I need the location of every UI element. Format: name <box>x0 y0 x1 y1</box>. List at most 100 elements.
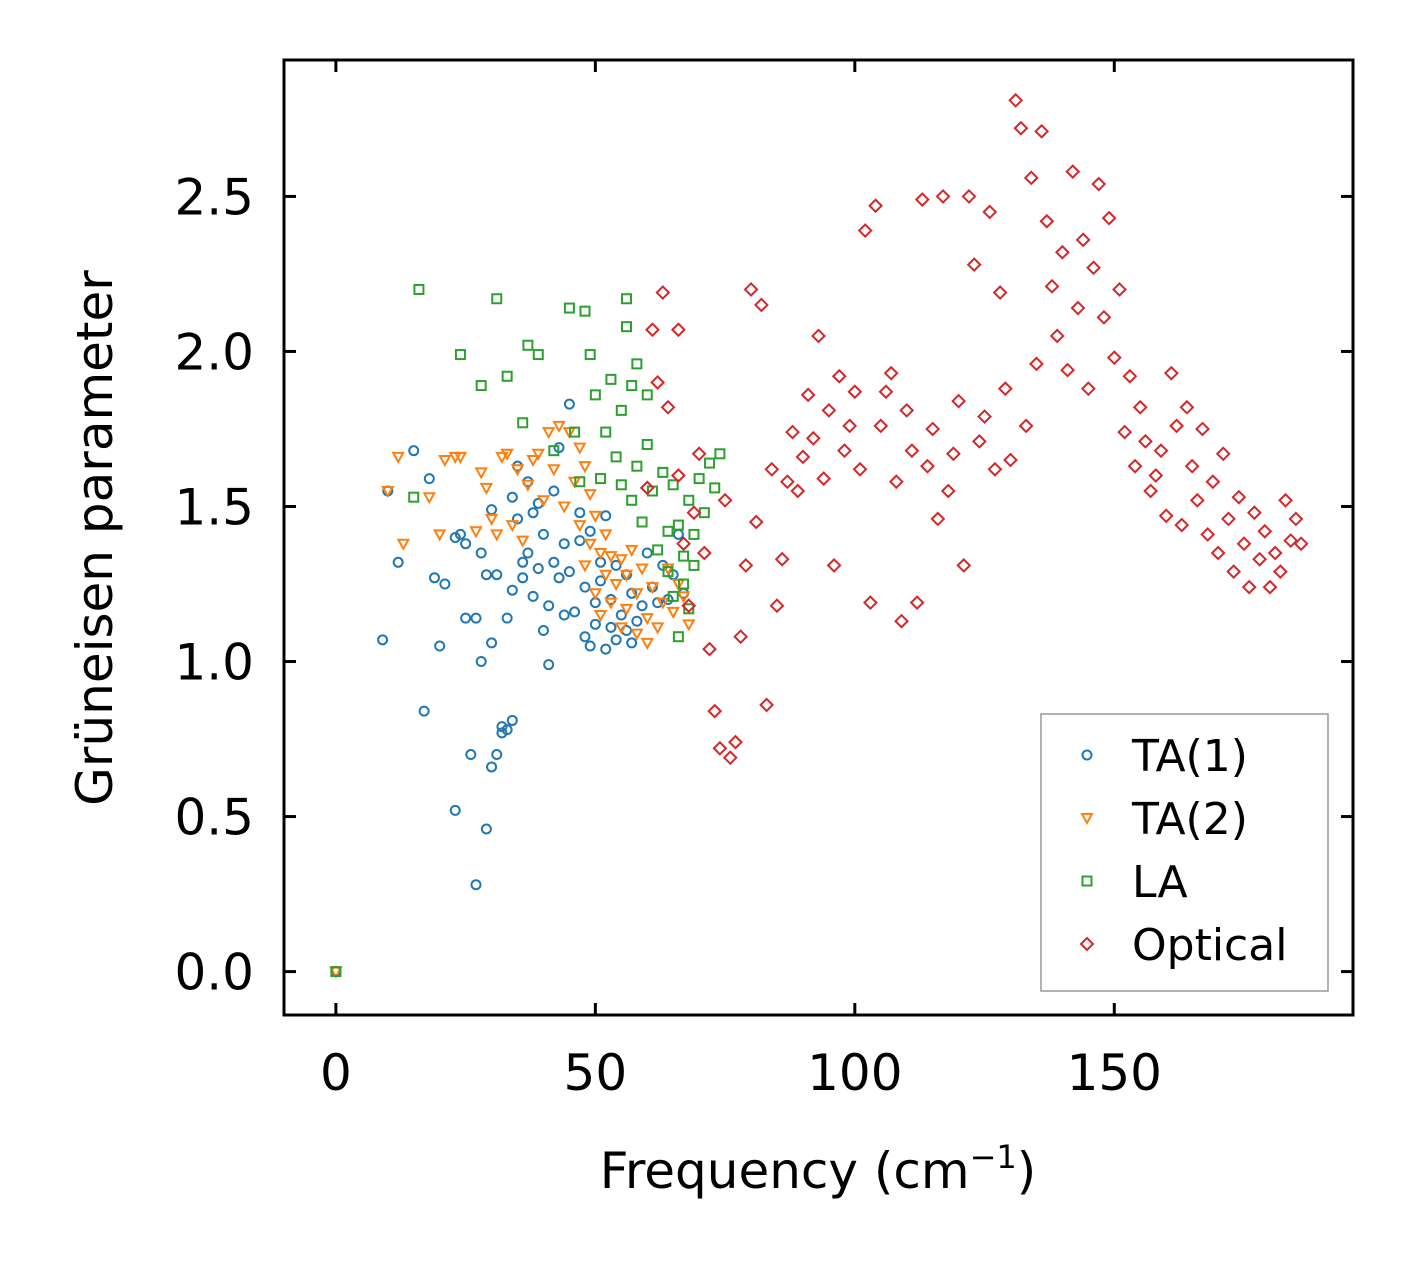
data-point <box>428 572 440 584</box>
data-point <box>526 454 540 468</box>
data-point <box>418 705 430 717</box>
data-point <box>377 634 389 646</box>
data-marks <box>329 92 1309 979</box>
data-point <box>682 619 696 632</box>
data-point <box>1169 418 1184 434</box>
data-point <box>650 375 666 390</box>
data-point <box>704 457 716 469</box>
data-point <box>1086 260 1101 276</box>
data-point <box>491 293 503 305</box>
data-point <box>527 507 539 519</box>
data-point <box>683 494 695 506</box>
data-point <box>909 595 925 611</box>
legend-label: LA <box>1132 857 1188 908</box>
data-point <box>532 349 544 361</box>
x-tick-label: 0 <box>320 1044 352 1102</box>
data-point <box>1293 536 1309 552</box>
data-point <box>676 536 691 552</box>
data-point <box>1283 533 1299 549</box>
data-point <box>506 491 518 503</box>
data-point <box>1210 545 1226 561</box>
data-point <box>438 454 452 468</box>
data-point <box>605 621 617 633</box>
data-point <box>510 464 525 477</box>
y-tick-label: 1.5 <box>174 478 254 536</box>
data-point <box>1075 232 1091 248</box>
data-point <box>604 551 618 564</box>
data-point <box>548 556 560 568</box>
legend-label: Optical <box>1132 920 1287 971</box>
data-point <box>709 482 721 494</box>
data-point <box>992 285 1008 300</box>
data-point <box>506 584 518 596</box>
data-point <box>593 610 608 623</box>
data-point <box>754 297 769 313</box>
x-tick-label: 100 <box>807 1044 902 1102</box>
data-point <box>619 603 634 616</box>
data-point <box>676 591 691 604</box>
data-point <box>548 445 560 457</box>
y-tick-label: 0.0 <box>174 944 254 1002</box>
data-point <box>635 563 649 576</box>
data-point <box>977 409 992 424</box>
data-point <box>579 305 591 317</box>
data-point <box>620 321 632 333</box>
data-point <box>505 520 520 533</box>
data-point <box>1127 458 1143 474</box>
legend-item: TA(2) <box>1080 794 1248 845</box>
data-point <box>696 545 712 561</box>
data-point <box>599 569 613 582</box>
data-point <box>640 613 654 626</box>
data-point <box>470 879 482 891</box>
data-point <box>1106 350 1122 366</box>
data-point <box>1246 505 1262 521</box>
data-point <box>501 612 513 624</box>
data-point <box>712 740 728 756</box>
data-point <box>722 750 738 766</box>
data-point <box>537 625 549 637</box>
data-point <box>422 492 437 505</box>
data-point <box>982 204 998 220</box>
legend-marker <box>1081 749 1093 761</box>
data-point <box>413 283 425 295</box>
legend-marker <box>1081 875 1093 887</box>
data-point <box>1200 526 1216 542</box>
legend-label: TA(2) <box>1131 794 1248 845</box>
data-point <box>1153 443 1169 459</box>
data-point <box>636 516 648 528</box>
data-point <box>578 560 592 573</box>
data-point <box>667 479 679 491</box>
data-point <box>479 482 494 495</box>
data-point <box>475 656 487 668</box>
data-point <box>1221 511 1236 527</box>
data-point <box>842 418 858 434</box>
data-point <box>573 520 587 533</box>
data-point <box>785 424 800 440</box>
data-point <box>641 547 653 559</box>
data-point <box>1117 424 1133 440</box>
data-point <box>490 529 504 542</box>
series-la <box>330 283 726 978</box>
data-point <box>547 464 561 477</box>
data-point <box>956 557 972 573</box>
data-point <box>470 612 482 624</box>
data-point <box>614 554 629 567</box>
data-point <box>449 804 461 816</box>
y-tick-label: 2.0 <box>174 323 254 381</box>
data-point <box>521 479 535 492</box>
data-point <box>475 547 487 559</box>
data-point <box>852 461 868 477</box>
data-point <box>914 192 930 207</box>
data-point <box>650 622 665 635</box>
data-point <box>454 528 466 540</box>
data-point <box>569 606 581 618</box>
data-point <box>1034 123 1050 139</box>
data-point <box>595 473 607 485</box>
data-point <box>583 489 597 502</box>
data-point <box>1080 381 1096 397</box>
data-point <box>610 451 622 463</box>
legend: TA(1) TA(2) LA Optical <box>1040 713 1329 992</box>
data-point <box>522 339 534 351</box>
data-point <box>486 637 498 649</box>
data-point <box>636 600 648 612</box>
